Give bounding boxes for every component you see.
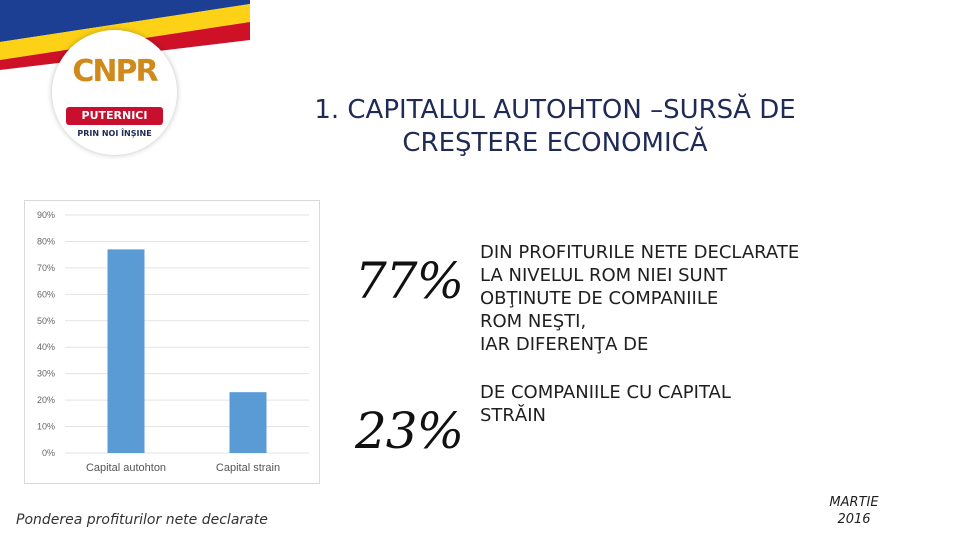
title-line-1: 1. CAPITALUL AUTOHTON –SURSĂ DE	[314, 95, 796, 125]
y-tick-label: 90%	[37, 210, 55, 220]
stat-description-foreign: DE COMPANIILE CU CAPITAL STRĂIN	[480, 381, 731, 427]
stat-line: ROM NEŞTI,	[480, 311, 587, 332]
date-month: MARTIE	[829, 495, 879, 510]
stat-line: LA NIVELUL ROM NIEI SUNT	[480, 265, 728, 286]
logo-band: PUTERNICI	[66, 107, 163, 125]
logo-mark: CNPR	[72, 54, 158, 89]
x-tick-label: Capital strain	[216, 462, 280, 474]
y-tick-label: 20%	[37, 395, 55, 405]
stat-value-domestic: 77%	[355, 252, 464, 310]
cnpr-logo: CNPR PUTERNICI PRIN NOI ÎNȘINE	[52, 30, 177, 155]
stat-line: DIN PROFITURILE NETE DECLARATE	[480, 242, 800, 263]
logo-tagline: PRIN NOI ÎNȘINE	[77, 129, 152, 138]
stat-line: DE COMPANIILE CU CAPITAL	[480, 382, 731, 403]
y-tick-label: 50%	[37, 316, 55, 326]
y-tick-label: 80%	[37, 236, 55, 246]
bar-chart-svg: 0% 10% 20% 30% 40% 50% 60% 70% 80% 90% Capital aut…	[37, 210, 309, 474]
stat-description-domestic: DIN PROFITURILE NETE DECLARATE LA NIVELU…	[480, 241, 799, 356]
stat-line: OBŢINUTE DE COMPANIILE	[480, 288, 719, 309]
slide-title: 1. CAPITALUL AUTOHTON –SURSĂ DE CREŞTERE…	[230, 94, 880, 160]
x-tick-label: Capital autohton	[86, 462, 166, 474]
bar	[107, 249, 145, 453]
bar-chart: 0% 10% 20% 30% 40% 50% 60% 70% 80% 90% Capital aut…	[24, 200, 320, 484]
bar	[229, 392, 267, 453]
y-tick-label: 30%	[37, 369, 55, 379]
chart-caption: Ponderea profiturilor nete declarate	[16, 512, 268, 528]
stat-value-foreign: 23%	[355, 402, 464, 460]
stat-line: IAR DIFERENŢA DE	[480, 334, 649, 355]
y-tick-label: 60%	[37, 289, 55, 299]
y-tick-label: 10%	[37, 422, 55, 432]
date-year: 2016	[837, 512, 871, 527]
y-tick-label: 40%	[37, 342, 55, 352]
y-tick-label: 70%	[37, 263, 55, 273]
date-stamp: MARTIE 2016	[812, 494, 896, 528]
y-tick-label: 0%	[42, 448, 55, 458]
stat-line: STRĂIN	[480, 405, 547, 426]
title-line-2: CREŞTERE ECONOMICĂ	[402, 128, 708, 158]
